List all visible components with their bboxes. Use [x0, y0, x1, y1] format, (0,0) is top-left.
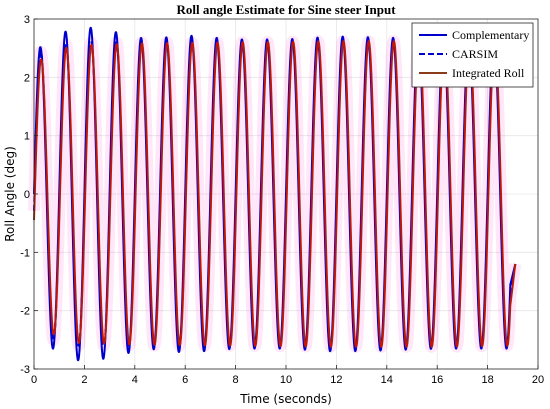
x-tick-label: 4: [132, 374, 138, 386]
x-axis-label: Time (seconds): [239, 392, 332, 406]
x-tick-label: 14: [381, 374, 393, 386]
y-tick-label: 0: [24, 189, 30, 201]
y-tick-label: 3: [24, 14, 30, 26]
y-tick-label: -2: [20, 306, 30, 318]
legend: Complementary CARSIM Integrated Roll: [411, 22, 534, 88]
x-tick-label: 0: [31, 374, 37, 386]
y-tick-label: -1: [20, 247, 30, 259]
series-group: [33, 26, 517, 362]
x-tick-label: 16: [431, 374, 443, 386]
x-tick-label: 12: [330, 374, 342, 386]
y-tick-label: 1: [24, 131, 30, 143]
chart-title: Roll angle Estimate for Sine steer Input: [176, 2, 396, 17]
legend-label-carsim: CARSIM: [452, 47, 498, 61]
x-tick-label: 6: [182, 374, 188, 386]
y-tick-label: 2: [24, 72, 30, 84]
x-tick-label: 8: [233, 374, 239, 386]
x-tick-label: 10: [280, 374, 292, 386]
legend-label-complementary: Complementary: [452, 28, 529, 42]
x-tick-label: 20: [532, 374, 544, 386]
x-tick-label: 2: [81, 374, 87, 386]
y-tick-label: -3: [20, 364, 30, 376]
legend-label-integrated-roll: Integrated Roll: [452, 66, 525, 80]
y-axis-label: Roll Angle (deg): [3, 146, 17, 242]
series-overlay-line: [33, 40, 516, 348]
x-tick-label: 18: [481, 374, 493, 386]
